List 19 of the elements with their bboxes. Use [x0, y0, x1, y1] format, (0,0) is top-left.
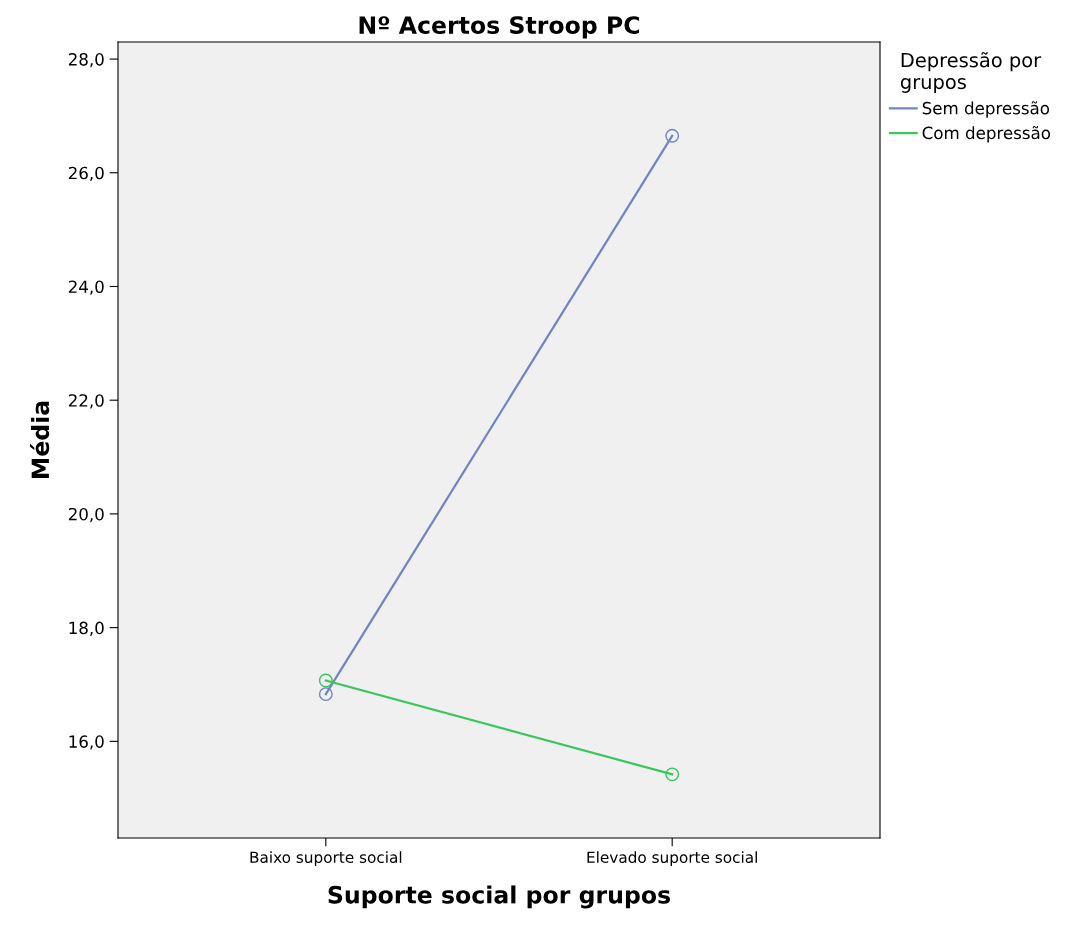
point — [665, 767, 680, 782]
y-axis-title: Média — [30, 401, 50, 479]
x-tick-label: Baixo suporte social — [250, 851, 402, 866]
legend-title: Depressão por grupos — [900, 52, 1042, 93]
x-axis-title: Suporte social por grupos — [328, 885, 670, 909]
y-tick-label: 24,0 — [68, 280, 104, 295]
x-tick-label: Elevado suporte social — [587, 851, 757, 866]
y-tick-label: 18,0 — [69, 621, 104, 636]
legend-label: Com depressão — [922, 126, 1051, 143]
point — [318, 673, 333, 688]
y-tick-label: 28,0 — [68, 53, 104, 68]
y-tick-label: 26,0 — [68, 166, 104, 182]
y-tick-label: 16,0 — [69, 735, 104, 750]
point — [318, 687, 333, 702]
y-tick-label: 22,0 — [68, 394, 104, 409]
point — [665, 128, 680, 143]
y-tick-label: 20,0 — [68, 507, 104, 523]
legend-label: Sem depressão — [922, 101, 1050, 118]
chart-title: Nº Acertos Stroop PC — [359, 16, 640, 39]
